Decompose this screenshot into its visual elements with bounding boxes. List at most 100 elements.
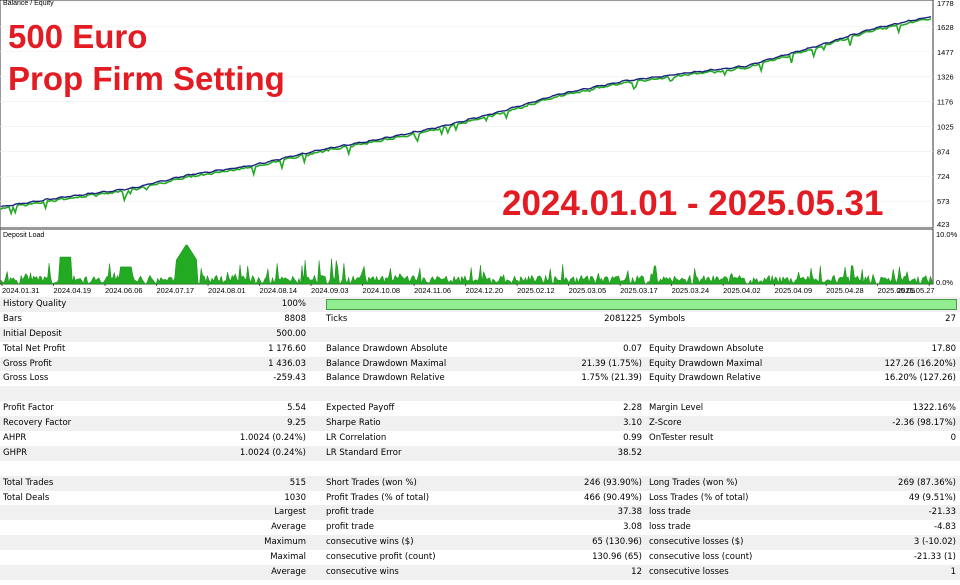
- y-tick-label: 1326: [937, 73, 954, 82]
- stat-label-a: Gross Profit: [3, 358, 52, 369]
- x-tick-label: 2024.04.19: [54, 286, 92, 295]
- y-tick-label: 1477: [937, 48, 954, 57]
- x-tick-label: 2025.04.02: [723, 286, 761, 295]
- stat-value-c: 17.80: [931, 343, 956, 354]
- x-tick-label: 2024.06.06: [105, 286, 143, 295]
- stats-row: GHPR 1.0024 (0.24%) LR Standard Error 38.52: [0, 445, 960, 461]
- stat-value-b: 65 (130.96): [592, 537, 642, 548]
- stat-value-a: -259.43: [273, 373, 306, 384]
- stat-label-b: consecutive wins ($): [326, 537, 414, 548]
- stat-value-c: 269 (87.36%): [898, 477, 956, 488]
- stat-label-b: profit trade: [326, 507, 374, 518]
- x-tick-label: 2025.03.24: [672, 286, 710, 295]
- y-tick-label: 1025: [937, 122, 954, 131]
- stats-row: AHPR 1.0024 (0.24%) LR Correlation 0.99 OnTe…: [0, 431, 960, 446]
- stat-label-b: Profit Trades (% of total): [326, 492, 430, 503]
- stat-value-c: -4.83: [934, 522, 956, 533]
- stats-row: Average profit trade 3.08 loss trade -4.83: [0, 520, 960, 535]
- x-tick-label: 2025.04.28: [826, 286, 864, 295]
- stat-label-a: Maximum: [264, 537, 306, 548]
- stat-label-c: loss trade: [649, 507, 691, 518]
- stat-value-a: 1.0024 (0.24%): [239, 433, 306, 444]
- stat-value-b: 37.38: [617, 507, 642, 518]
- stat-label-a: Profit Factor: [3, 403, 54, 414]
- history-quality-bar: [326, 299, 957, 310]
- stat-label-b: Balance Drawdown Relative: [326, 373, 445, 384]
- stats-row: [0, 461, 960, 476]
- y-tick-label: 1176: [937, 98, 953, 107]
- stat-label-b: LR Standard Error: [326, 447, 402, 458]
- stat-label-c: Long Trades (won %): [649, 477, 738, 488]
- stat-value-b: 2081225: [604, 313, 642, 324]
- stats-row: Initial Deposit 500.00: [0, 326, 960, 342]
- stat-value-b: 3.10: [623, 418, 642, 429]
- stat-value-a: 1 176.60: [268, 343, 306, 354]
- stat-label-a: GHPR: [3, 447, 28, 458]
- x-tick-label: 2024.10.08: [363, 286, 401, 295]
- stat-value-a: 500.00: [276, 328, 306, 339]
- stat-value-c: -2.36 (98.17%): [892, 418, 956, 429]
- stats-row: [0, 386, 960, 402]
- load-y-bottom: 0.0%: [936, 278, 953, 287]
- stat-value-b: 0.07: [623, 343, 642, 354]
- stat-value-a: 1 436.03: [268, 358, 306, 369]
- stat-label-c: OnTester result: [649, 433, 714, 444]
- stat-label-b: consecutive profit (count): [326, 552, 436, 563]
- x-tick-label: 2025.03.17: [620, 286, 658, 295]
- stat-value-a: 1030: [284, 492, 306, 503]
- stat-label-c: Equity Drawdown Relative: [649, 373, 761, 384]
- stat-value-b: 12: [631, 567, 642, 578]
- y-tick-label: 1628: [937, 23, 954, 32]
- stat-label-c: Equity Drawdown Absolute: [649, 343, 764, 354]
- history-quality-label: History Quality: [3, 299, 67, 309]
- x-tick-label: 2024.08.14: [260, 286, 298, 295]
- stat-label-a: Bars: [3, 313, 22, 324]
- y-tick-label: 724: [937, 172, 950, 181]
- chart-grid: [0, 1, 933, 227]
- stat-value-c: 27: [945, 313, 956, 324]
- stat-value-b: 1.75% (21.39): [581, 373, 642, 384]
- stat-label-a: Maximal: [270, 552, 306, 563]
- chart-frame: [0, 0, 934, 229]
- stats-row: Gross Loss -259.43 Balance Drawdown Relati…: [0, 371, 960, 386]
- stat-label-a: Recovery Factor: [3, 418, 72, 429]
- stat-value-c: 49 (9.51%): [908, 492, 956, 503]
- stat-value-c: 1: [950, 567, 956, 578]
- stat-label-b: consecutive wins: [326, 567, 399, 578]
- stat-label-c: Loss Trades (% of total): [649, 492, 749, 503]
- history-quality-value: 100%: [281, 299, 306, 309]
- stat-label-b: LR Correlation: [326, 433, 387, 444]
- stat-label-c: Z-Score: [649, 418, 682, 429]
- stats-table: History Quality 100% Bars 8808 Ticks 208122…: [0, 297, 960, 580]
- load-frame: [0, 229, 934, 285]
- stat-value-b: 21.39 (1.75%): [581, 358, 642, 369]
- overlay-title-line2: Prop Firm Setting: [8, 60, 285, 97]
- stat-label-a: Total Trades: [3, 477, 54, 488]
- stat-label-c: consecutive losses ($): [649, 537, 744, 548]
- stat-label-c: consecutive loss (count): [649, 552, 753, 563]
- stat-label-b: Balance Drawdown Maximal: [326, 358, 447, 369]
- stat-label-a: Average: [271, 522, 306, 533]
- stats-row: Average consecutive wins 12 consecutive los…: [0, 565, 960, 580]
- stats-row: Largest profit trade 37.38 loss trade -21.33: [0, 505, 960, 521]
- stat-label-b: Sharpe Ratio: [326, 418, 381, 429]
- stat-label-b: profit trade: [326, 522, 374, 533]
- x-axis-ticks: 2024.01.31 2024.04.19 2024.06.06 2024.07.17…: [1, 284, 935, 295]
- stat-value-c: -21.33 (1): [913, 552, 956, 563]
- stats-row: Total Deals 1030 Profit Trades (% of total…: [0, 491, 960, 506]
- x-tick-label: 2025.03.05: [569, 286, 607, 295]
- stats-row-history-quality: History Quality 100%: [0, 297, 960, 312]
- stat-value-a: 515: [289, 477, 306, 488]
- stat-value-b: 130.96 (65): [592, 552, 642, 563]
- x-tick-label: 2024.09.03: [311, 286, 349, 295]
- x-tick-label: 2024.08.01: [208, 286, 246, 295]
- stat-label-c: Symbols: [649, 313, 686, 324]
- stat-label-a: Total Deals: [3, 492, 50, 503]
- stats-row: Bars 8808 Ticks 2081225 Symbols 27: [0, 312, 960, 327]
- stat-label-a: Largest: [274, 507, 306, 518]
- overlay-date-range: 2024.01.01 - 2025.05.31: [502, 184, 884, 223]
- y-axis-ticks: 1778 1628 1477 1326 1176 1025 874 724 573 423: [937, 0, 954, 229]
- equity-series-line: [0, 18, 932, 217]
- stat-value-b: 246 (93.90%): [584, 477, 642, 488]
- stat-label-a: Initial Deposit: [3, 328, 62, 339]
